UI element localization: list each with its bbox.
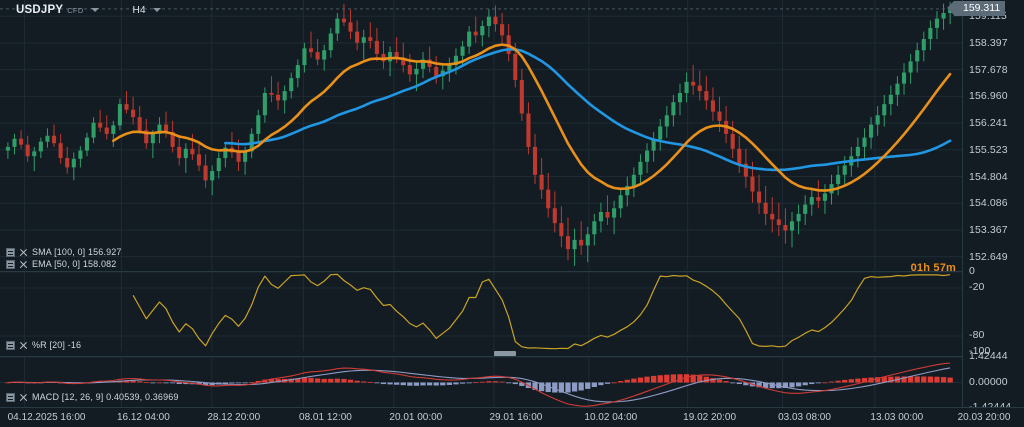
- price-axis-tick: 155.523: [969, 143, 1008, 156]
- time-axis-tick: 13.03 00:00: [870, 412, 924, 423]
- time-axis-tick: 28.12 20:00: [207, 412, 261, 423]
- chart-toolbar: USDJPY CFD H4: [0, 0, 161, 20]
- time-axis-tick: 08.01 12:00: [299, 412, 352, 423]
- symbol-name[interactable]: USDJPY: [16, 4, 64, 16]
- williams-r-axis-tick: 0: [969, 265, 975, 277]
- price-axis-tick: 156.960: [969, 90, 1008, 103]
- timeframe-chevron-down-icon[interactable]: [152, 8, 161, 12]
- macd-pane[interactable]: [0, 356, 962, 407]
- legend-sma[interactable]: SMA [100, 0] 156.927: [6, 247, 122, 257]
- legend-wpr-label: %R [20] -16: [32, 340, 82, 350]
- williams-r-axis-tick: -80: [969, 329, 985, 341]
- ema-settings-icon[interactable]: [6, 259, 15, 269]
- price-axis-tick: 158.397: [969, 36, 1008, 49]
- wpr-settings-icon[interactable]: [6, 340, 15, 350]
- price-pane[interactable]: [0, 0, 962, 270]
- legend-williams-r[interactable]: %R [20] -16: [6, 340, 81, 350]
- price-axis-tick: 153.367: [969, 223, 1008, 236]
- price-axis-tick: 152.649: [969, 250, 1008, 263]
- price-axis[interactable]: 159.115158.397157.678156.960156.241155.5…: [946, 0, 1024, 427]
- price-axis-tick: 154.804: [969, 170, 1008, 183]
- time-axis-tick: 29.01 16:00: [489, 412, 543, 423]
- bar-countdown-timer: 01h 57m: [910, 262, 956, 274]
- current-price-badge: 159.311: [946, 1, 1006, 17]
- time-axis-tick: 10.02 04:00: [584, 412, 638, 423]
- time-axis-tick: 03.03 08:00: [778, 412, 831, 423]
- timeframe-label[interactable]: H4: [132, 4, 146, 16]
- williams-r-axis-tick: -20: [969, 281, 985, 293]
- time-axis-tick: 20.01 00:00: [389, 412, 443, 423]
- time-axis-tick: 16.12 04:00: [116, 412, 170, 423]
- price-axis-tick: 156.241: [969, 117, 1008, 130]
- macd-axis-tick: 0.00000: [969, 375, 1008, 388]
- price-axis-tick: 154.086: [969, 197, 1008, 210]
- sma-settings-icon[interactable]: [6, 247, 15, 257]
- symbol-chevron-down-icon[interactable]: [90, 8, 99, 12]
- legend-sma-label: SMA [100, 0] 156.927: [32, 247, 122, 257]
- macd-close-icon[interactable]: [19, 393, 28, 402]
- time-axis-tick: 04.12.2025 16:00: [7, 412, 86, 423]
- legend-ema-label: EMA [50, 0] 158.082: [32, 259, 117, 269]
- symbol-kind-label: CFD: [67, 5, 84, 15]
- time-axis[interactable]: 04.12.2025 16:00 16.12 04:00 28.12 20:00 08…: [0, 407, 1024, 427]
- pane-resize-handle[interactable]: [494, 351, 516, 356]
- legend-macd-label: MACD [12, 26, 9] 0.40539, 0.36969: [32, 392, 179, 402]
- macd-settings-icon[interactable]: [6, 392, 15, 402]
- williams-r-pane[interactable]: [0, 271, 962, 351]
- time-axis-tick: 19.02 20:00: [683, 412, 737, 423]
- sma-close-icon[interactable]: [19, 248, 28, 257]
- macd-axis-tick: 1.42444: [969, 350, 1008, 362]
- ema-close-icon[interactable]: [19, 260, 28, 269]
- legend-ema[interactable]: EMA [50, 0] 158.082: [6, 259, 116, 269]
- price-axis-tick: 157.678: [969, 63, 1008, 76]
- legend-macd[interactable]: MACD [12, 26, 9] 0.40539, 0.36969: [6, 392, 179, 402]
- wpr-close-icon[interactable]: [19, 341, 28, 350]
- time-axis-tick: 20.03 20:00: [957, 412, 1011, 423]
- williams-r-axis-tick: -100: [969, 345, 991, 357]
